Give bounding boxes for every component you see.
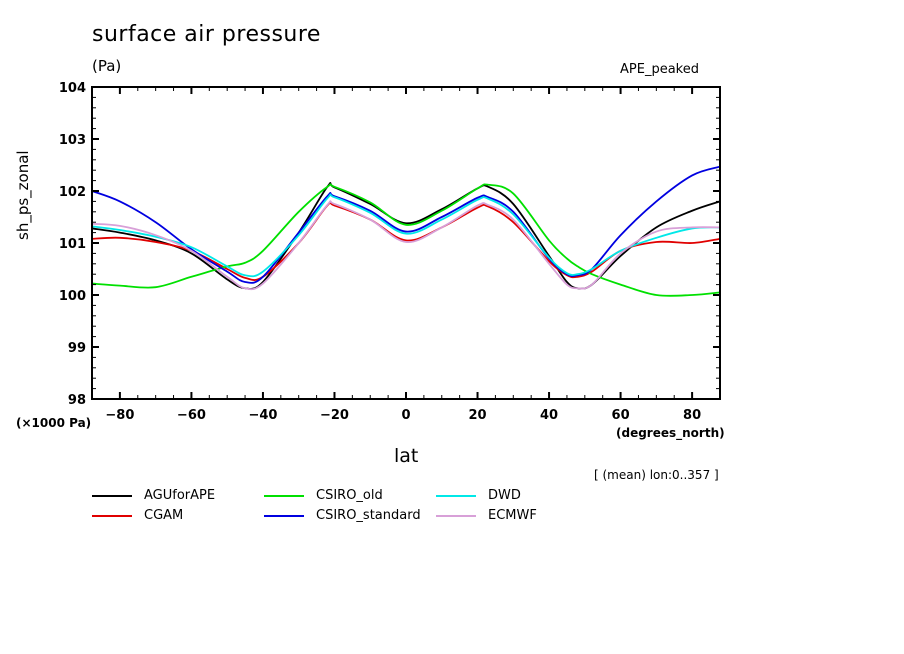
legend-label: CSIRO_old [316, 488, 383, 503]
series-layer [92, 165, 720, 297]
x-tick-label: 20 [468, 408, 486, 423]
averaging-note: [ (mean) lon:0..357 ] [594, 468, 719, 482]
legend-item: DWD [436, 488, 521, 503]
legend-swatch [264, 494, 304, 497]
y-tick-label: 99 [68, 341, 86, 356]
legend-label: ECMWF [488, 508, 537, 523]
x-tick-label: −40 [248, 408, 277, 423]
y-tick-label: 98 [68, 393, 86, 408]
legend-item: CSIRO_standard [264, 508, 421, 523]
legend-swatch [92, 494, 132, 497]
y-tick-label: 104 [59, 81, 86, 96]
legend-item: AGUforAPE [92, 488, 215, 503]
legend-label: DWD [488, 488, 521, 503]
x-tick-label: −20 [320, 408, 349, 423]
x-tick-label: −80 [105, 408, 134, 423]
x-tick-label: 40 [540, 408, 558, 423]
ticks-layer: −80 −60 −40 −20 0 20 40 60 80 98 99 100 101 102 103 104 [59, 81, 720, 423]
legend-swatch [436, 494, 476, 497]
y-tick-label: 102 [59, 185, 86, 200]
y-axis-scale-label: (×1000 Pa) [16, 416, 92, 430]
series-line-csiro-old [92, 183, 720, 297]
legend-label: CGAM [144, 508, 184, 523]
x-tick-label: −60 [177, 408, 206, 423]
x-tick-label: 80 [683, 408, 701, 423]
x-axis-units: (degrees_north) [616, 426, 725, 440]
legend-item: CGAM [92, 508, 183, 523]
legend-swatch [92, 514, 132, 517]
y-tick-label: 101 [59, 237, 86, 252]
series-line-dwd [92, 193, 720, 278]
experiment-label: APE_peaked [620, 62, 699, 77]
y-tick-label: 100 [59, 289, 86, 304]
legend-label: CSIRO_standard [316, 508, 421, 523]
legend-swatch [436, 514, 476, 517]
legend-label: AGUforAPE [144, 488, 216, 503]
y-tick-label: 103 [59, 133, 86, 148]
axes-layer [91, 86, 721, 400]
series-line-ecmwf [92, 200, 720, 291]
series-line-aguforape [92, 182, 720, 290]
x-tick-label: 60 [612, 408, 630, 423]
x-axis-label: lat [394, 445, 419, 467]
legend-item: CSIRO_old [264, 488, 383, 503]
chart-title: surface air pressure [92, 22, 321, 47]
x-tick-label: 0 [401, 408, 410, 423]
chart-units: (Pa) [92, 57, 122, 75]
plot-frame [91, 86, 721, 400]
legend-item: ECMWF [436, 508, 537, 523]
legend-swatch [264, 514, 304, 517]
